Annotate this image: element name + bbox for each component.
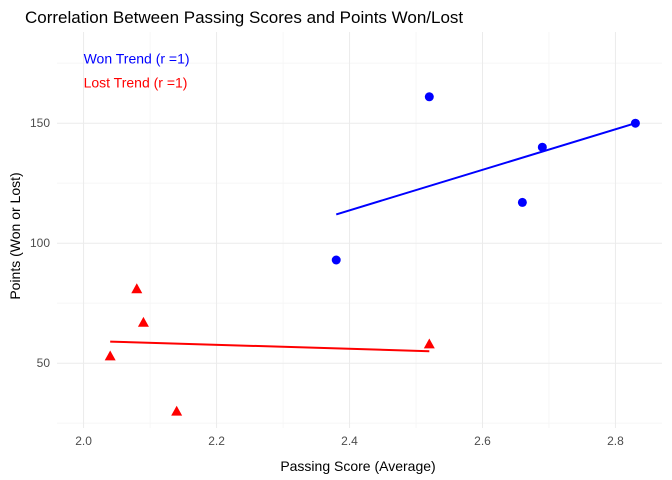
lost-point bbox=[171, 405, 183, 416]
trend-lines bbox=[110, 122, 636, 353]
won-point bbox=[517, 197, 527, 207]
y-axis-title: Points (Won or Lost) bbox=[7, 172, 23, 299]
x-tick-label: 2.0 bbox=[75, 434, 92, 448]
x-tick-label: 2.8 bbox=[607, 434, 624, 448]
x-tick-label: 2.4 bbox=[341, 434, 358, 448]
y-tick-label: 150 bbox=[30, 116, 50, 130]
annotations: Won Trend (r =1) Lost Trend (r =1) bbox=[84, 50, 190, 90]
lost-point bbox=[137, 316, 149, 327]
won-point bbox=[537, 142, 547, 152]
x-tick-label: 2.6 bbox=[474, 434, 491, 448]
won-point bbox=[424, 92, 434, 102]
trend-annotation: Won Trend (r =1) bbox=[84, 50, 190, 66]
y-tick-label: 50 bbox=[37, 356, 51, 370]
lost-point bbox=[104, 350, 116, 361]
x-tick-label: 2.2 bbox=[208, 434, 225, 448]
won-point bbox=[331, 255, 341, 265]
data-points bbox=[104, 92, 640, 416]
won-trend-line bbox=[335, 122, 636, 216]
y-tick-label: 100 bbox=[30, 236, 50, 250]
trend-annotation: Lost Trend (r =1) bbox=[84, 74, 188, 90]
x-axis-ticks: 2.0 2.2 2.4 2.6 2.8 bbox=[75, 434, 624, 448]
won-point bbox=[630, 118, 640, 128]
lost-point bbox=[423, 338, 435, 349]
x-axis-title: Passing Score (Average) bbox=[280, 458, 435, 474]
y-axis-ticks: 50 100 150 bbox=[30, 116, 50, 370]
chart-title: Correlation Between Passing Scores and P… bbox=[25, 8, 463, 27]
grid-lines bbox=[57, 32, 662, 428]
lost-point bbox=[131, 283, 143, 294]
lost-trend-line bbox=[110, 340, 430, 353]
